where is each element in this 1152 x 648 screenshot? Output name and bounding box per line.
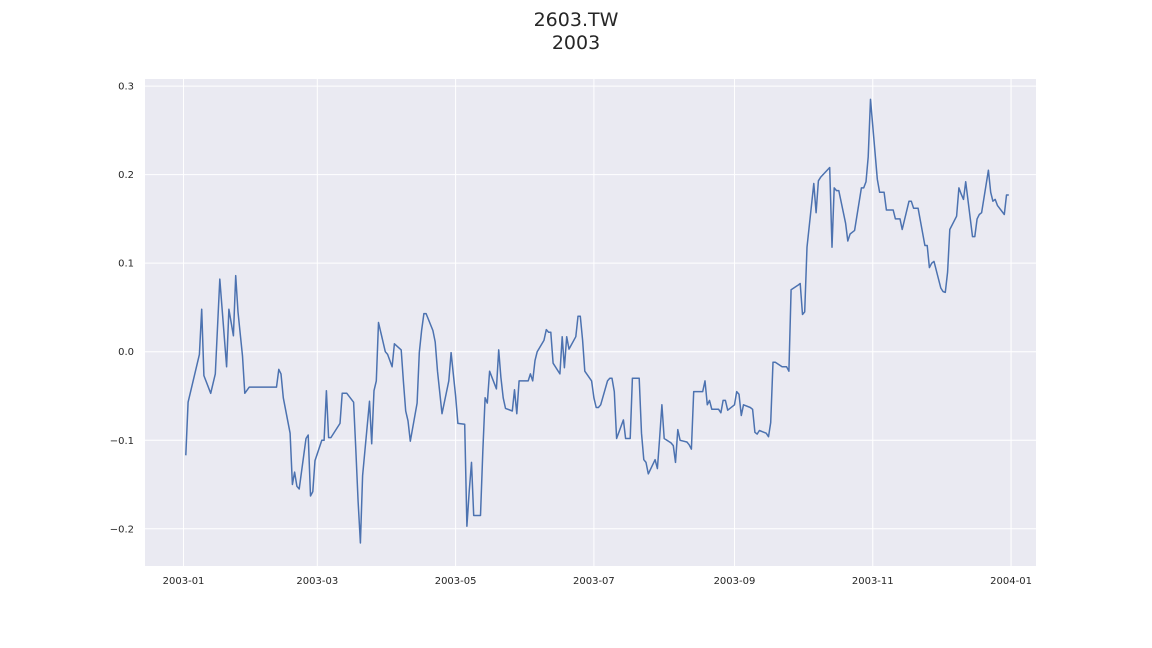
- x-tick-label: 2003-07: [573, 576, 615, 587]
- y-tick-label: 0.1: [118, 259, 134, 270]
- chart-subtitle: 2003: [551, 32, 601, 54]
- series-line: [185, 98, 1009, 544]
- y-tick-label: −0.1: [110, 436, 134, 447]
- chart-title: 2603.TW: [533, 9, 619, 31]
- tick-labels: −0.2 −0.1 0.0 0.1 0.2 0.3 2003-01 2003-03 2003-0…: [110, 82, 1032, 587]
- grid-lines: [145, 79, 1036, 566]
- x-tick-label: 2003-03: [296, 576, 338, 587]
- x-tick-label: 2003-01: [163, 576, 205, 587]
- x-tick-label: 2003-11: [852, 576, 894, 587]
- x-tick-label: 2004-01: [990, 576, 1032, 587]
- y-tick-label: −0.2: [110, 524, 134, 535]
- x-tick-label: 2003-05: [435, 576, 477, 587]
- x-tick-label: 2003-09: [714, 576, 756, 587]
- y-tick-label: 0.0: [118, 347, 134, 358]
- plot-area: [145, 79, 1036, 566]
- y-tick-label: 0.2: [118, 170, 134, 181]
- y-tick-label: 0.3: [118, 82, 134, 93]
